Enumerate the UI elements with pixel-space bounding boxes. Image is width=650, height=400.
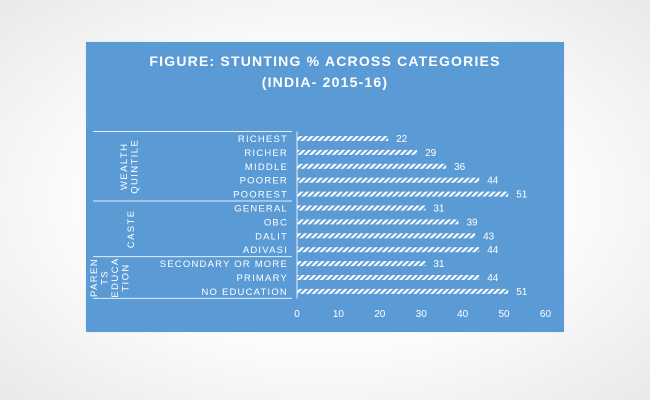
x-tick-label: 20 [374,309,386,320]
category-label: DALIT [255,231,288,242]
value-label: 36 [454,162,466,173]
category-label: RICHER [244,148,288,159]
bar [297,136,389,141]
bar [297,275,480,280]
value-label: 39 [466,217,478,228]
category-label: OBC [264,217,288,228]
bar [297,247,480,253]
category-label: RICHEST [238,134,288,145]
group-label: EDUCA [110,257,121,297]
group-label: TION [121,263,132,291]
bar [297,233,476,239]
category-label: GENERAL [234,204,288,215]
category-label: SECONDARY OR MORE [160,259,288,270]
category-label: NO EDUCATION [201,287,288,298]
value-label: 44 [487,176,499,187]
group-label: TS [100,270,111,285]
bar [297,177,480,183]
chart-body: RICHEST 22 RICHER 29 MIDDLE 36 POORER 44 POOREST… [89,131,552,320]
category-label: PRIMARY [236,273,288,284]
value-label: 22 [396,134,408,145]
bar [297,149,418,155]
category-label: POORER [240,176,288,187]
x-tick-label: 40 [457,309,469,320]
group-label: WEALTH [119,143,130,190]
category-label: MIDDLE [245,162,288,173]
group-label: PAREN [89,258,100,297]
x-tick-label: 0 [294,309,300,320]
x-tick-label: 10 [333,309,345,320]
group-label: QUINTILE [129,139,140,194]
x-tick-label: 30 [416,309,428,320]
value-label: 29 [425,148,437,159]
value-label: 43 [483,231,495,242]
value-label: 44 [487,273,499,284]
bar [297,163,447,169]
chart-title-line-1: FIGURE: STUNTING % ACROSS CATEGORIES [149,53,500,69]
x-tick-label: 60 [540,309,552,320]
value-label: 31 [433,204,445,215]
value-label: 51 [516,190,528,201]
chart-panel [86,42,564,332]
bar [297,288,509,294]
group-label: CASTE [126,210,137,249]
value-label: 51 [516,287,528,298]
x-tick-label: 50 [498,309,510,320]
category-label: ADIVASI [243,245,288,256]
category-label: POOREST [233,190,288,201]
value-label: 31 [433,259,445,270]
chart-title-line-2: (INDIA- 2015-16) [262,74,389,90]
bar [297,191,509,197]
bar [297,219,459,225]
value-label: 44 [487,245,499,256]
bar [297,261,426,267]
bar [297,205,426,211]
